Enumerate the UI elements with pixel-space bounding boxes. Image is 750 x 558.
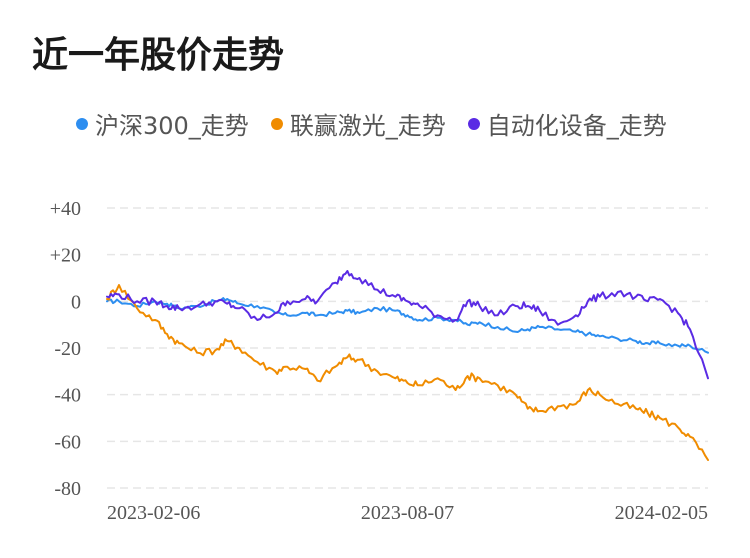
legend-dot-icon (270, 117, 283, 130)
legend-item-automation[interactable]: 自动化设备_走势 (467, 106, 667, 141)
page-title: 近一年股价走势 (32, 35, 285, 76)
y-tick-label: -20 (54, 338, 81, 360)
legend-item-hs300[interactable]: 沪深300_走势 (76, 106, 249, 141)
lianying-line (106, 284, 709, 461)
legend-label: 自动化设备_走势 (486, 112, 667, 140)
y-tick-label: -60 (54, 431, 81, 453)
legend-label: 联赢激光_走势 (289, 112, 446, 140)
chart-legend: 沪深300_走势 联赢激光_走势 自动化设备_走势 (76, 106, 689, 141)
x-tick-label: 2023-02-06 (107, 502, 200, 524)
hs300-line (106, 297, 709, 354)
legend-label: 沪深300_走势 (95, 112, 249, 140)
legend-dot-icon (467, 117, 480, 130)
y-tick-label: 0 (71, 291, 81, 313)
y-tick-label: +40 (50, 198, 81, 220)
y-tick-label: -80 (54, 478, 81, 500)
y-tick-label: -40 (54, 385, 81, 407)
legend-item-lianying[interactable]: 联赢激光_走势 (270, 106, 446, 141)
legend-dot-icon (76, 117, 88, 130)
x-tick-label: 2023-08-07 (361, 502, 454, 524)
y-tick-label: +20 (50, 245, 81, 267)
automation-line (106, 270, 709, 380)
x-tick-label: 2024-02-05 (615, 502, 708, 524)
